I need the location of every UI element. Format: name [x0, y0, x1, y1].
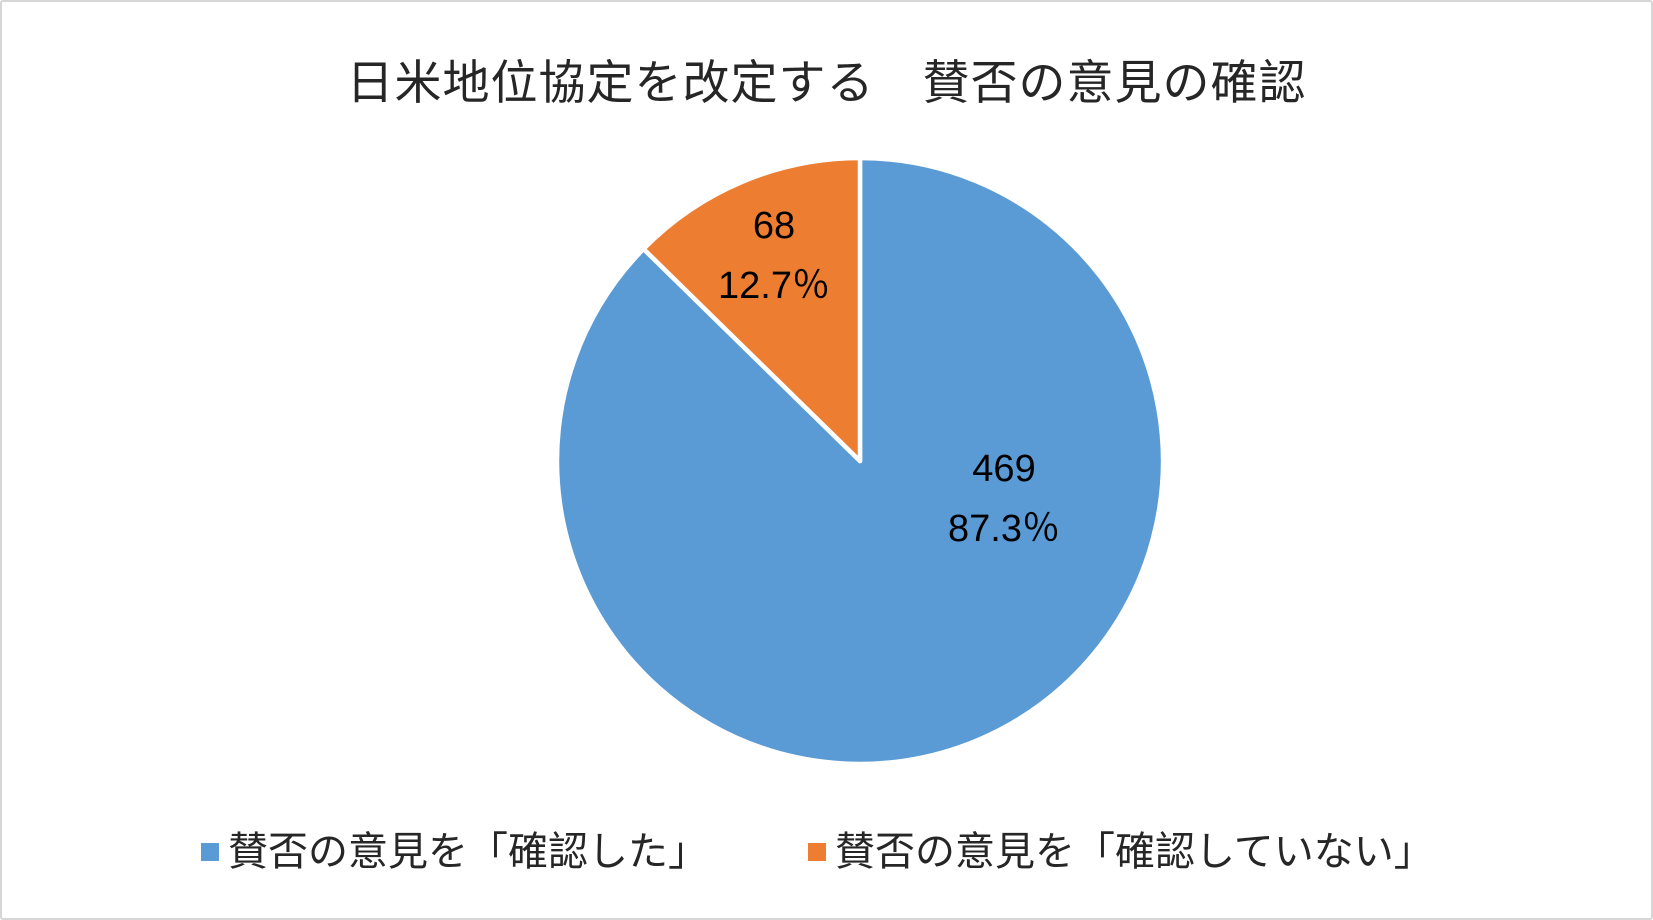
legend-marker-square-icon	[201, 843, 219, 861]
legend-item-confirmed: 賛否の意見を「確認した」	[201, 826, 708, 874]
data-label-value: 469	[972, 448, 1036, 490]
legend-label: 賛否の意見を「確認した」	[228, 830, 708, 874]
legend-marker-square-icon	[808, 843, 826, 861]
data-label-slice-not-confirmed: 68 12.7％	[718, 196, 830, 316]
chart-title: 日米地位協定を改定する 賛否の意見の確認	[346, 56, 1307, 109]
data-label-value: 68	[752, 205, 796, 247]
data-label-slice-confirmed: 469 87.3％	[948, 439, 1060, 559]
legend-item-not-confirmed: 賛否の意見を「確認していない」	[808, 826, 1434, 874]
pie-slice-1	[641, 155, 863, 464]
legend-label: 賛否の意見を「確認していない」	[835, 830, 1434, 874]
data-label-percent: 87.3％	[948, 508, 1060, 550]
data-label-percent: 12.7％	[718, 265, 830, 307]
